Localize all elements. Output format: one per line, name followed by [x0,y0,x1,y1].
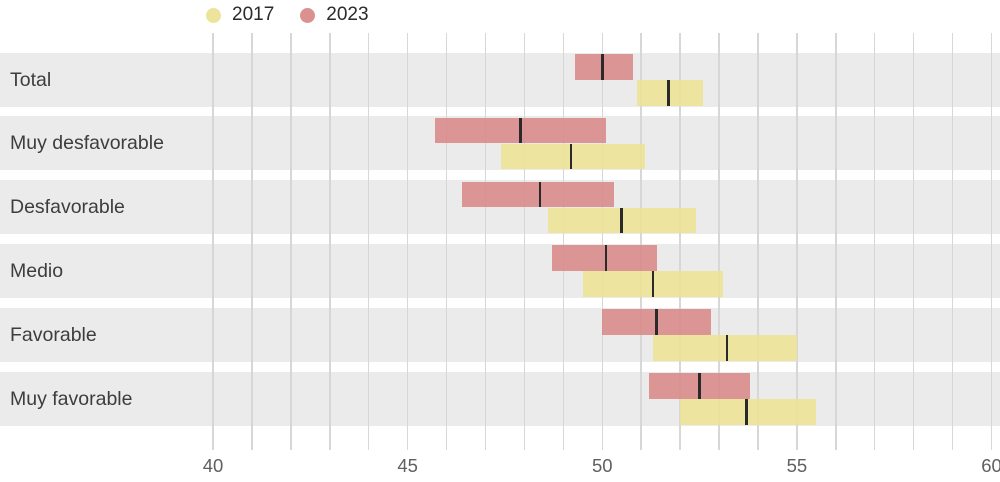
category-label: Medio [10,259,64,282]
grid-line [406,33,409,450]
grid-line [445,33,448,450]
median-line-2023 [655,309,658,335]
legend-swatch-2023-icon [300,7,316,23]
median-line-2023 [698,373,701,399]
grid-line [718,33,720,450]
grid-line [329,33,331,450]
grid-line [679,33,681,450]
category-label: Muy favorable [10,387,133,410]
median-line-2023 [601,54,604,80]
x-tick-label: 40 [202,455,224,476]
grid-line [835,33,837,450]
median-line-2017 [725,335,729,361]
legend-item-2023: 2023 [300,4,369,26]
category-band [0,52,1000,107]
median-line-2017 [667,80,670,106]
x-tick-label: 45 [397,455,418,476]
grid-line [484,33,487,450]
chart-legend: 2017 2023 [206,4,369,26]
grid-line [990,33,993,450]
interval-bar-2017 [637,80,704,106]
category-label: Favorable [10,323,97,346]
category-band [0,307,1000,362]
median-line-2017 [745,399,748,425]
legend-label-2017: 2017 [232,4,275,25]
x-tick-label: 55 [786,455,808,476]
interval-bar-2017 [680,399,817,425]
grid-line [212,33,214,450]
category-band [0,243,1000,298]
category-label: Total [10,68,52,91]
median-line-2023 [519,117,522,144]
grid-line [251,33,253,450]
category-label: Muy desfavorable [10,132,164,155]
grid-line [601,33,603,450]
grid-line [873,33,876,450]
median-line-2023 [538,181,542,208]
x-tick-label: 50 [591,455,613,476]
interval-bar-2017 [652,335,797,361]
legend-label-2023: 2023 [326,4,369,25]
grid-line [562,33,565,450]
grid-line [523,33,526,450]
median-line-2017 [569,143,573,170]
median-line-2017 [651,271,655,297]
grid-line [912,33,915,450]
grid-line [640,33,642,450]
interval-bar-2023 [551,245,657,271]
interval-bar-2017 [501,143,646,170]
median-line-2023 [604,245,608,271]
grid-line [367,33,370,450]
x-tick-label: 60 [981,455,1000,476]
interval-bar-2023 [462,181,614,208]
grid-line [757,33,759,450]
grid-line [951,33,954,450]
grid-line [290,33,292,450]
interval-bar-2023 [575,54,634,80]
legend-item-2017: 2017 [206,4,274,26]
category-band [0,371,1000,426]
median-line-2017 [620,207,623,234]
grid-line [796,33,798,450]
legend-swatch-2017-icon [206,7,221,23]
category-label: Desfavorable [10,196,125,219]
